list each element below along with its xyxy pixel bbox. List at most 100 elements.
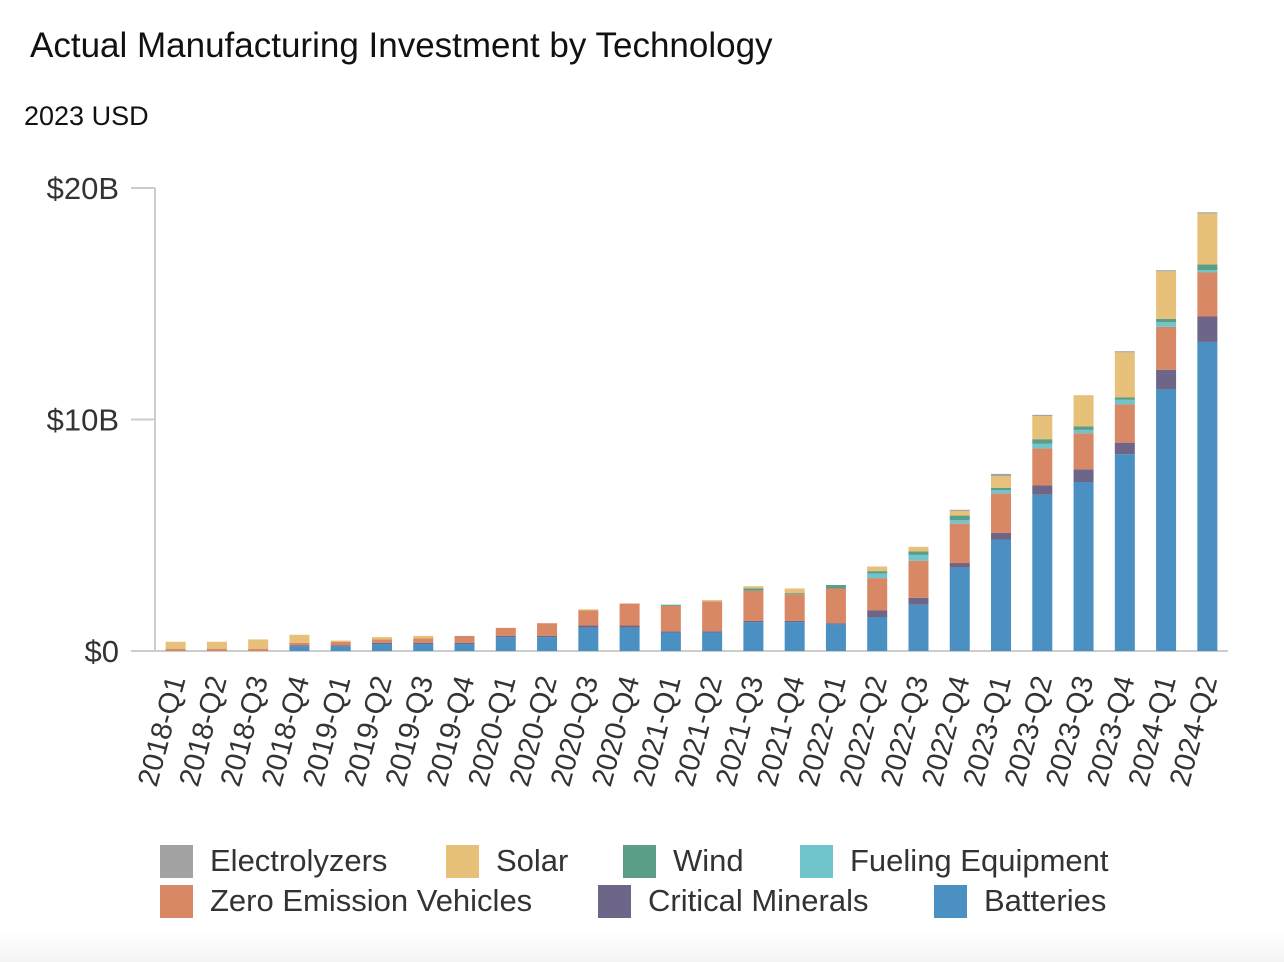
bar-segment-zero-emission-vehicles xyxy=(537,623,558,636)
bar-segment-solar xyxy=(867,566,888,572)
bar-segment-batteries xyxy=(619,627,640,651)
bar-segment-solar xyxy=(248,639,269,649)
bar-segment-critical-minerals xyxy=(1114,442,1135,455)
bar-segment-zero-emission-vehicles xyxy=(991,493,1012,533)
bar-segment-batteries xyxy=(454,644,475,651)
bar-segment-critical-minerals xyxy=(289,645,310,647)
bar-segment-zero-emission-vehicles xyxy=(660,605,681,632)
bar-segment-batteries xyxy=(413,644,434,651)
bar-segment-electrolyzers xyxy=(949,509,970,511)
bar-segment-solar xyxy=(413,635,434,639)
bar-segment-critical-minerals xyxy=(949,563,970,568)
bar-segment-solar xyxy=(1073,395,1094,427)
bar-segment-zero-emission-vehicles xyxy=(825,588,846,624)
bar-segment-wind xyxy=(1114,397,1135,400)
legend-item-zero-emission-vehicles[interactable]: Zero Emission Vehicles xyxy=(160,883,532,918)
bar-segment-zero-emission-vehicles xyxy=(454,635,475,643)
legend-item-wind[interactable]: Wind xyxy=(623,843,744,878)
bar-segment-solar xyxy=(991,476,1012,488)
bar-segment-zero-emission-vehicles xyxy=(702,601,723,632)
legend-swatch-solar xyxy=(446,844,479,878)
bar-segment-zero-emission-vehicles xyxy=(908,560,929,598)
bar-segment-fueling-equipment xyxy=(991,490,1012,494)
bar-segment-solar xyxy=(743,586,764,589)
bar-segment-solar xyxy=(165,641,186,649)
bar-segment-critical-minerals xyxy=(1073,469,1094,483)
bar-segment-wind xyxy=(908,551,929,555)
bar-segment-batteries xyxy=(743,622,764,651)
bar-segment-zero-emission-vehicles xyxy=(1114,404,1135,443)
bar-segment-solar xyxy=(1114,352,1135,398)
bar-segment-critical-minerals xyxy=(1032,485,1053,495)
bar-segment-critical-minerals xyxy=(619,625,640,628)
legend-swatch-electrolyzers xyxy=(160,844,193,878)
bar-segment-batteries xyxy=(495,637,516,651)
bar-segment-wind xyxy=(1032,439,1053,444)
legend-item-critical-minerals[interactable]: Critical Minerals xyxy=(598,883,869,918)
bar-segment-batteries xyxy=(537,637,558,651)
bar-segment-critical-minerals xyxy=(867,610,888,618)
legend-label-electrolyzers: Electrolyzers xyxy=(210,843,388,878)
bar-segment-batteries xyxy=(1032,494,1053,651)
bar-segment-zero-emission-vehicles xyxy=(1156,326,1177,370)
y-tick-label: $20B xyxy=(47,171,119,206)
bar-segment-solar xyxy=(1032,416,1053,440)
bar-segment-critical-minerals xyxy=(784,620,805,623)
bar-segment-wind xyxy=(1156,318,1177,323)
bar-segment-batteries xyxy=(784,622,805,651)
bar-segment-zero-emission-vehicles xyxy=(495,627,516,636)
bar-segment-critical-minerals xyxy=(495,635,516,638)
bar-segment-fueling-equipment xyxy=(1197,270,1218,273)
bar-segment-electrolyzers xyxy=(991,473,1012,477)
bar-segment-solar xyxy=(371,637,392,640)
bar-segment-wind xyxy=(867,571,888,574)
bar-segment-solar xyxy=(702,600,723,602)
bar-segment-critical-minerals xyxy=(743,620,764,623)
legend-item-fueling-equipment[interactable]: Fueling Equipment xyxy=(800,843,1109,878)
bar-segment-electrolyzers xyxy=(1197,212,1218,214)
legend-item-solar[interactable]: Solar xyxy=(446,843,569,878)
bar-segment-critical-minerals xyxy=(908,597,929,605)
bar-segment-critical-minerals xyxy=(1156,369,1177,390)
bar-segment-critical-minerals xyxy=(1197,316,1218,342)
bar-segment-zero-emission-vehicles xyxy=(867,578,888,611)
bar-segment-batteries xyxy=(867,617,888,651)
legend-label-batteries: Batteries xyxy=(984,883,1107,918)
bar-segment-batteries xyxy=(949,567,970,651)
bar-segment-batteries xyxy=(702,632,723,651)
bar-segment-zero-emission-vehicles xyxy=(949,523,970,564)
bar-segment-batteries xyxy=(1073,482,1094,651)
bar-segment-fueling-equipment xyxy=(1073,429,1094,434)
bar-segment-zero-emission-vehicles xyxy=(206,648,227,651)
legend-item-electrolyzers[interactable]: Electrolyzers xyxy=(160,843,388,878)
bar-segment-batteries xyxy=(371,644,392,651)
y-tick-label: $10B xyxy=(47,403,119,438)
bar-segment-solar xyxy=(289,634,310,643)
bar-segment-critical-minerals xyxy=(537,635,558,638)
bar-segment-solar xyxy=(206,641,227,649)
bar-segment-wind xyxy=(743,588,764,591)
y-tick-label: $0 xyxy=(85,634,119,669)
bar-segment-wind xyxy=(949,515,970,521)
bar-segment-fueling-equipment xyxy=(949,520,970,524)
bar-segment-batteries xyxy=(578,627,599,651)
bar-segment-critical-minerals xyxy=(991,532,1012,540)
bar-segment-electrolyzers xyxy=(1114,351,1135,353)
chart-title: Actual Manufacturing Investment by Techn… xyxy=(30,26,773,65)
legend-label-critical-minerals: Critical Minerals xyxy=(648,883,869,918)
bar-segment-zero-emission-vehicles xyxy=(619,603,640,626)
bar-segment-batteries xyxy=(908,604,929,651)
bar-segment-fueling-equipment xyxy=(867,573,888,579)
legend-item-batteries[interactable]: Batteries xyxy=(934,883,1107,918)
stacked-bar-chart: $0$10B$20B2018-Q12018-Q22018-Q32018-Q420… xyxy=(47,171,1228,790)
bar-segment-critical-minerals xyxy=(330,645,351,647)
chart-subtitle: 2023 USD xyxy=(24,101,149,131)
bar-segment-zero-emission-vehicles xyxy=(1073,433,1094,470)
legend-label-solar: Solar xyxy=(496,843,569,878)
bar-segment-zero-emission-vehicles xyxy=(743,590,764,621)
bar-segment-batteries xyxy=(1114,454,1135,651)
bar-segment-critical-minerals xyxy=(660,631,681,633)
bar-segment-batteries xyxy=(991,539,1012,651)
bar-segment-critical-minerals xyxy=(825,623,846,625)
bar-segment-solar xyxy=(330,640,351,642)
